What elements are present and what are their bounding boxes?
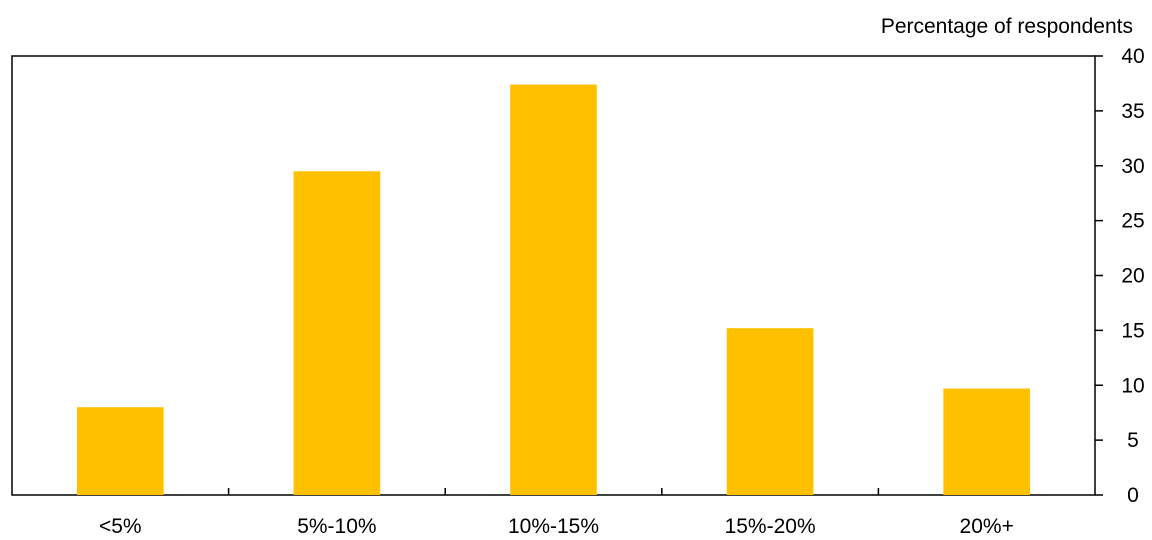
y-tick-label: 40 xyxy=(1121,45,1144,68)
y-tick-label: 5 xyxy=(1127,429,1139,452)
bar xyxy=(943,388,1031,495)
x-tick-label: <5% xyxy=(99,515,142,538)
y-tick-label: 0 xyxy=(1127,484,1139,507)
y-tick-label: 25 xyxy=(1121,210,1144,233)
x-axis-labels: <5% 5%-10% 10%-15% 15%-20% 20%+ xyxy=(99,515,1014,538)
x-axis-ticks xyxy=(227,488,880,495)
y-tick-label: 20 xyxy=(1121,265,1144,288)
y-tick-label: 35 xyxy=(1121,100,1144,123)
y-tick-label: 30 xyxy=(1121,155,1144,178)
y-tick-label: 10 xyxy=(1121,374,1144,397)
bar xyxy=(510,84,597,495)
bar xyxy=(76,407,164,495)
bar-series xyxy=(76,84,1031,496)
x-tick-label: 15%-20% xyxy=(725,515,816,538)
x-tick-label: 20%+ xyxy=(960,515,1014,538)
y-tick-label: 15 xyxy=(1121,319,1144,342)
x-tick-label: 5%-10% xyxy=(297,515,376,538)
bar xyxy=(726,328,814,495)
y-axis-label: Percentage of respondents xyxy=(881,15,1133,38)
y-axis-ticks: 0 5 10 15 20 25 30 35 40 xyxy=(1095,45,1145,507)
bar xyxy=(293,171,381,496)
x-tick-label: 10%-15% xyxy=(508,515,599,538)
